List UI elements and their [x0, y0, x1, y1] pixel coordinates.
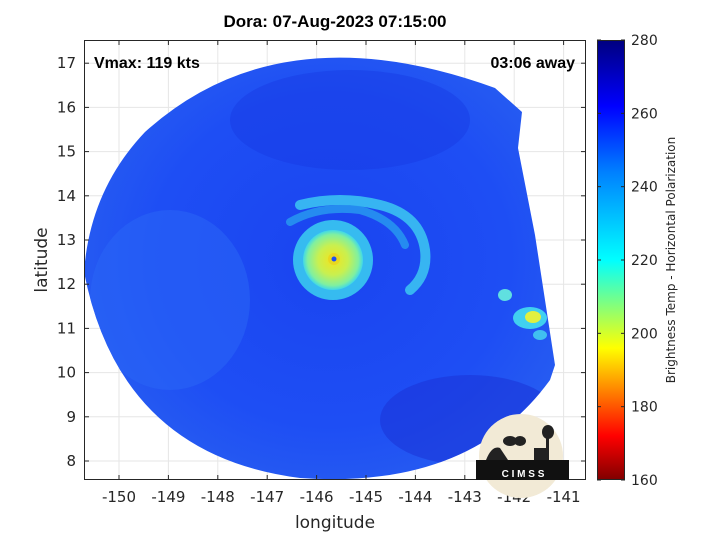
y-tick-label: 14: [57, 187, 76, 205]
x-tick-label: -144: [398, 488, 432, 506]
y-axis-label: latitude: [32, 227, 52, 292]
x-axis-label: longitude: [295, 513, 375, 533]
x-tick-label: -145: [349, 488, 383, 506]
x-tick-label: -150: [102, 488, 136, 506]
y-tick-label: 11: [57, 319, 76, 337]
x-tick-label: -141: [547, 488, 581, 506]
colorbar-tick-label: 220: [631, 253, 658, 269]
y-tick-label: 10: [57, 364, 76, 382]
colorbar-tick-label: 280: [631, 33, 658, 49]
colorbar-tick-label: 200: [631, 326, 658, 342]
colorbar-label: Brightness Temp - Horizontal Polarizatio…: [664, 137, 678, 384]
y-tick-label: 13: [57, 231, 76, 249]
y-tick-label: 8: [66, 452, 76, 470]
colorbar: [597, 40, 625, 480]
cimss-logo-text: C I M S S: [502, 469, 545, 480]
y-tick-label: 16: [57, 98, 76, 116]
colorbar-tick-label: 160: [631, 473, 658, 489]
time-away-annotation: 03:06 away: [490, 55, 575, 72]
x-tick-label: -143: [448, 488, 482, 506]
axes-box: [84, 40, 586, 480]
x-tick-label: -147: [250, 488, 284, 506]
colorbar-tick-label: 260: [631, 106, 658, 122]
y-tick-label: 9: [66, 408, 76, 426]
vmax-annotation: Vmax: 119 kts: [94, 55, 200, 72]
microwave-scene: [84, 57, 555, 480]
y-tick-label: 15: [57, 143, 76, 161]
y-tick-label: 12: [57, 275, 76, 293]
y-tick-label: 17: [57, 54, 76, 72]
map-title: Dora: 07-Aug-2023 07:15:00: [223, 12, 447, 31]
colorbar-tick-label: 240: [631, 180, 658, 196]
cimss-logo: C I M S S: [476, 414, 569, 498]
x-tick-label: -149: [151, 488, 185, 506]
x-tick-label: -146: [300, 488, 334, 506]
x-tick-label: -148: [201, 488, 235, 506]
colorbar-tick-label: 180: [631, 400, 658, 416]
